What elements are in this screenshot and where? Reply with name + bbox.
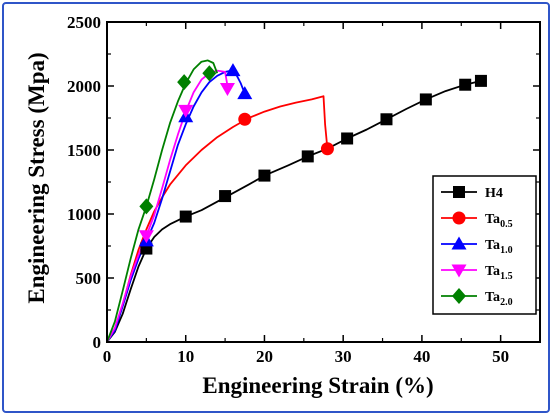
y-tick-label: 1000 <box>67 205 101 224</box>
data-point-ta2-0 <box>202 65 217 82</box>
x-tick-label: 30 <box>335 347 352 366</box>
data-point-h4 <box>219 190 232 203</box>
legend-box <box>432 175 537 315</box>
x-axis-title: Engineering Strain (%) <box>202 373 433 398</box>
y-tick-label: 1500 <box>67 141 101 160</box>
legend-marker-h4 <box>453 186 465 198</box>
x-tick-label: 0 <box>103 347 112 366</box>
data-point-h4 <box>419 93 432 106</box>
legend-label-ta2-0: Ta2.0 <box>485 290 513 308</box>
x-tick-label: 50 <box>492 347 509 366</box>
data-point-ta1-5 <box>219 83 235 97</box>
legend-marker-ta1-5 <box>451 264 467 278</box>
legend: H4 Ta0.5 Ta1.0 Ta1.5 Ta2.0 <box>432 175 537 315</box>
data-point-ta2-0 <box>139 198 154 215</box>
legend-marker-ta2-0 <box>452 288 466 304</box>
legend-label-ta1-5: Ta1.5 <box>485 264 513 282</box>
legend-label-ta0-5: Ta0.5 <box>485 212 513 230</box>
data-point-ta2-0 <box>177 74 192 91</box>
data-point-h4 <box>341 132 354 145</box>
x-tick-label: 10 <box>177 347 194 366</box>
legend-marker-ta0-5 <box>452 211 466 225</box>
series-line-h4 <box>106 80 482 343</box>
series-line-ta0-5 <box>106 95 329 343</box>
series-line-ta2-0 <box>106 59 219 343</box>
data-point-h4 <box>459 78 472 91</box>
curves <box>106 59 482 343</box>
markers <box>138 63 487 255</box>
x-tick-label: 20 <box>256 347 273 366</box>
data-point-ta0-5 <box>238 112 252 126</box>
legend-marker-ta1-0 <box>451 236 467 250</box>
data-point-h4 <box>301 150 314 163</box>
y-tick-label: 2500 <box>67 13 101 32</box>
data-point-ta1-5 <box>178 104 194 118</box>
data-point-ta1-5 <box>138 230 154 244</box>
legend-label-h4: H4 <box>485 186 503 201</box>
y-tick-label: 0 <box>93 333 102 352</box>
data-point-ta1-0 <box>237 86 253 100</box>
data-point-h4 <box>380 113 393 126</box>
data-point-h4 <box>474 74 487 87</box>
legend-label-ta1-0: Ta1.0 <box>485 238 513 256</box>
y-tick-label: 500 <box>76 269 102 288</box>
x-tick-label: 40 <box>413 347 430 366</box>
data-point-ta1-0 <box>225 63 241 77</box>
y-tick-label: 2000 <box>67 77 101 96</box>
y-axis-title: Engineering Stress (Mpa) <box>24 52 49 303</box>
data-point-h4 <box>258 169 271 182</box>
data-point-ta0-5 <box>320 142 334 156</box>
data-point-h4 <box>179 210 192 223</box>
